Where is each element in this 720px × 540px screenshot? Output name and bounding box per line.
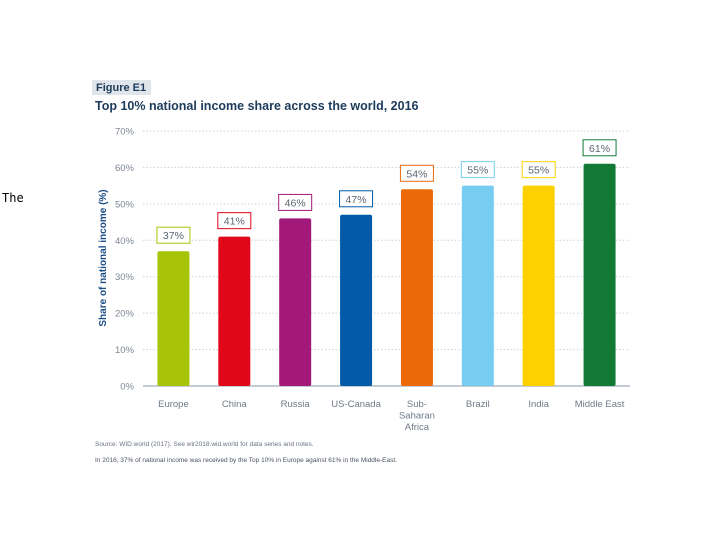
data-label-box (339, 190, 374, 208)
data-label: 37% (163, 230, 184, 242)
y-tick-label: 30% (115, 272, 135, 283)
data-label: 55% (467, 165, 488, 177)
y-tick-label: 70% (115, 127, 135, 138)
x-tick-label: India (528, 399, 549, 410)
y-tick-label: 0% (120, 382, 134, 393)
x-tick-label: Sub- (407, 399, 427, 410)
x-tick-label: Middle East (575, 399, 625, 410)
x-tick-label: China (222, 399, 248, 410)
data-labels: 37% 41% 46% 47% 54% 55% 55% 61% (156, 139, 617, 244)
data-label: 47% (346, 194, 367, 206)
chart-title: Top 10% national income share across the… (95, 99, 419, 113)
y-tick-label: 20% (115, 309, 135, 320)
bar (218, 236, 251, 386)
data-label-box (399, 164, 434, 182)
x-tick-label: Brazil (466, 399, 490, 410)
caption-note: In 2016, 37% of national income was rece… (95, 457, 397, 464)
x-tick-label: US-Canada (331, 399, 381, 410)
bar (400, 189, 433, 386)
data-label-box (460, 161, 495, 179)
y-axis-label: Share of national income (%) (98, 189, 109, 326)
bar (340, 214, 373, 386)
data-label: 61% (589, 143, 610, 155)
data-label-box (521, 161, 556, 179)
figure-label: Figure E1 (92, 80, 152, 95)
x-tick-label: Russia (281, 399, 311, 410)
bar (461, 185, 494, 386)
data-label-box (156, 226, 191, 244)
data-label: 46% (285, 197, 306, 209)
bar (522, 185, 555, 386)
y-tick-label: 60% (115, 163, 135, 174)
source-note: Source: WID.world (2017). See wir2018.wi… (95, 441, 314, 448)
x-tick-label: Saharan (399, 411, 435, 422)
bar (279, 218, 312, 386)
data-label: 54% (406, 168, 427, 180)
y-tick-label: 40% (115, 236, 135, 247)
y-tick-label: 50% (115, 199, 135, 210)
bar (157, 251, 190, 386)
bars (157, 163, 616, 386)
data-label-box (582, 139, 617, 157)
data-label: 55% (528, 165, 549, 177)
side-text: The (2, 191, 24, 205)
y-tick-label: 10% (115, 345, 135, 356)
data-label-box (278, 193, 313, 211)
data-label: 41% (224, 216, 245, 228)
data-label-box (217, 212, 252, 230)
gridlines (143, 130, 630, 387)
bar (583, 163, 616, 386)
x-tick-labels: Europe China Russia US-Canada Sub-SaharanAfr… (158, 399, 625, 433)
y-tick-labels: 0% 10% 20% 30% 40% 50% 60% 70% (115, 127, 135, 393)
x-tick-label: Africa (405, 422, 430, 433)
x-tick-label: Europe (158, 399, 189, 410)
